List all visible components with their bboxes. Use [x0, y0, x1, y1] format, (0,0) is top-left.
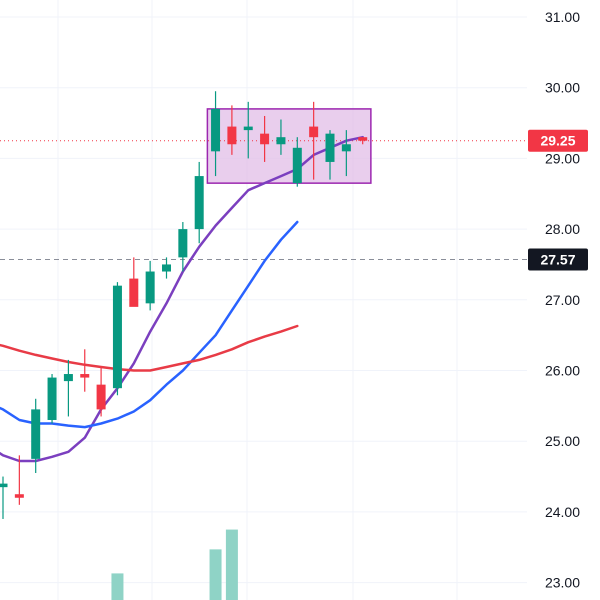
moving-average-line-3	[0, 324, 299, 372]
y-tick-label: 30.00	[545, 80, 580, 96]
moving-average-line-2	[0, 220, 299, 429]
last-price-label: 29.25	[540, 133, 575, 149]
y-tick-label: 27.00	[545, 292, 580, 308]
crosshair-price-badge	[528, 248, 588, 271]
candle-body[interactable]	[194, 176, 204, 230]
volume-bar	[111, 573, 124, 600]
y-tick-label: 23.00	[545, 575, 580, 591]
y-tick-label: 24.00	[545, 504, 580, 520]
candle-body[interactable]	[292, 147, 302, 184]
y-tick-label: 25.00	[545, 433, 580, 449]
y-tick-label: 31.00	[545, 9, 580, 25]
y-tick-label: 28.00	[545, 221, 580, 237]
candle-body[interactable]	[243, 126, 253, 131]
candle-body[interactable]	[276, 137, 286, 145]
candle-body[interactable]	[341, 144, 351, 152]
candle-body[interactable]	[211, 108, 221, 152]
candle-body[interactable]	[31, 409, 41, 459]
candle-body[interactable]	[325, 133, 335, 162]
candle-body[interactable]	[80, 374, 90, 378]
y-tick-label: 29.00	[545, 150, 580, 166]
last-price-badge	[528, 129, 588, 152]
y-tick-label: 26.00	[545, 363, 580, 379]
candle-body[interactable]	[96, 384, 106, 410]
candle-body[interactable]	[227, 126, 237, 145]
candle-body[interactable]	[309, 126, 319, 138]
crosshair-price-label: 27.57	[540, 252, 575, 268]
candle-body[interactable]	[14, 494, 24, 498]
candle-body[interactable]	[47, 377, 57, 420]
volume-bar	[209, 549, 222, 600]
candle-body[interactable]	[0, 483, 8, 488]
candle-body[interactable]	[260, 133, 270, 145]
candle-body[interactable]	[145, 271, 155, 304]
candle-body[interactable]	[112, 285, 122, 389]
candle-body[interactable]	[358, 137, 368, 141]
candle-body[interactable]	[129, 278, 139, 307]
candle-body[interactable]	[162, 264, 171, 272]
volume-bar	[225, 529, 238, 600]
candle-body[interactable]	[178, 229, 188, 258]
candle-body[interactable]	[63, 374, 73, 382]
